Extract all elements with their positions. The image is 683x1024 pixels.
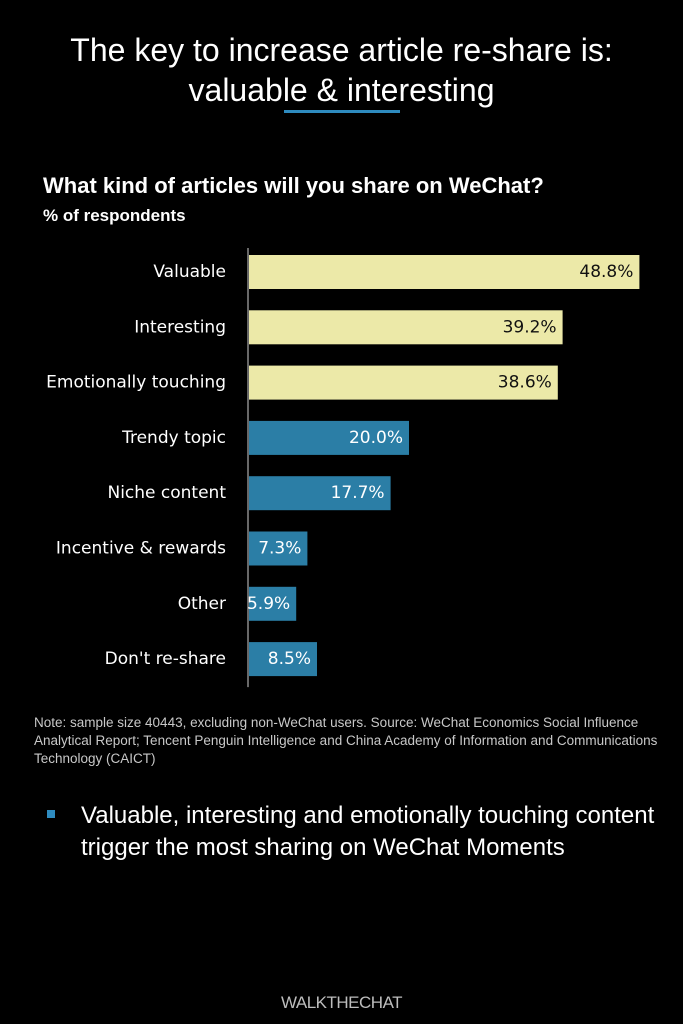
page-title-line-2: valuable & interesting — [188, 72, 495, 108]
category-label: Other — [178, 594, 226, 614]
bar — [249, 365, 558, 400]
bar — [249, 531, 308, 566]
value-label: 7.3% — [258, 539, 301, 559]
value-label: 17.7% — [331, 483, 385, 503]
title-underline — [284, 110, 400, 113]
bar — [249, 642, 317, 677]
value-label: 39.2% — [503, 317, 557, 337]
bar — [249, 310, 563, 345]
brand-logo: WALKTHECHAT — [280, 993, 403, 1012]
category-label: Trendy topic — [121, 428, 226, 448]
category-label: Incentive & rewards — [56, 539, 226, 559]
category-label: Interesting — [134, 317, 226, 337]
source-note: Note: sample size 40443, excluding non-W… — [34, 715, 658, 766]
square-bullet-icon — [47, 810, 55, 818]
chart-title: What kind of articles will you share on … — [43, 173, 544, 198]
bar — [249, 420, 409, 455]
takeaway-text: Valuable, interesting and emotionally to… — [81, 802, 655, 861]
value-label: 20.0% — [349, 428, 403, 448]
category-label: Niche content — [107, 483, 226, 503]
value-label: 8.5% — [268, 649, 311, 669]
value-label: 48.8% — [579, 262, 633, 282]
page-title: The key to increase article re-share is:… — [0, 30, 683, 110]
bar — [249, 586, 297, 621]
chart-subtitle: % of respondents — [43, 206, 186, 225]
page-title-line-1: The key to increase article re-share is: — [70, 32, 613, 68]
bar — [249, 476, 391, 511]
bar — [249, 255, 640, 289]
category-label: Emotionally touching — [46, 373, 226, 393]
bar-chart: Valuable 48.8% Interesting 39.2% Emotionally… — [46, 248, 640, 688]
category-label: Don't re-share — [105, 649, 226, 669]
category-label: Valuable — [153, 262, 226, 282]
value-label: 5.9% — [247, 594, 290, 614]
value-label: 38.6% — [498, 373, 552, 393]
